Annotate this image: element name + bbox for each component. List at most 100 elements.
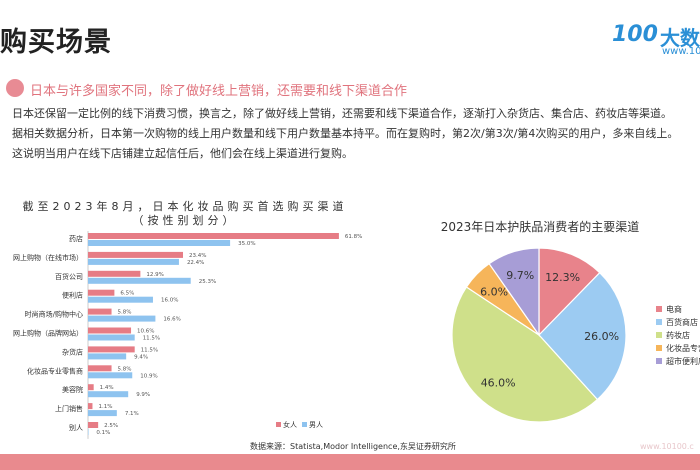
- data-label: 16.0%: [161, 298, 178, 304]
- slice-label: 9.7%: [506, 269, 534, 282]
- data-label: 23.4%: [189, 253, 206, 259]
- data-label: 9.9%: [136, 392, 150, 398]
- lightbulb-icon: [6, 79, 24, 97]
- bar-female: [88, 365, 112, 372]
- bar-female: [88, 289, 115, 296]
- bar-male: [88, 315, 156, 322]
- category-label: 美容院: [62, 385, 83, 394]
- pie-slice: [538, 247, 601, 337]
- legend-label: 超市便利店: [666, 357, 700, 366]
- pie-chart: 12.3% 26.0% 46.0% 6.0% 9.7%: [451, 247, 627, 423]
- data-label: 9.4%: [134, 354, 148, 360]
- bar-male: [88, 372, 133, 379]
- data-source: 数据来源：Statista,Modor Intelligence,东吴证券研究所: [250, 442, 456, 451]
- logo-url: www.10: [662, 46, 700, 57]
- bar-male: [88, 353, 127, 360]
- pie-slice: [488, 247, 540, 337]
- data-label: 22.4%: [187, 260, 204, 266]
- legend-label: 电商: [666, 305, 682, 314]
- bar-female: [88, 308, 112, 315]
- data-label: 2.5%: [104, 423, 118, 429]
- data-label: 10.6%: [137, 329, 154, 335]
- paragraph: 日本还保留一定比例的线下消费习惯，换言之，除了做好线上营销，还需要和线下渠道合作…: [12, 107, 672, 120]
- legend-item: 电商: [656, 304, 682, 315]
- logo: 100 大数 www.10: [612, 20, 700, 60]
- pie-slice: [538, 271, 627, 401]
- legend-swatch: [656, 319, 662, 325]
- data-label: 1.1%: [98, 404, 112, 410]
- bar-female: [88, 346, 135, 353]
- bar-female: [88, 233, 339, 239]
- slice-label: 12.3%: [545, 271, 580, 284]
- data-label: 7.1%: [125, 411, 139, 417]
- slice-label: 6.0%: [480, 285, 508, 298]
- legend-item: 化妆品专营店: [656, 343, 700, 354]
- bar-female: [88, 403, 93, 410]
- category-label: 杂货店: [62, 347, 83, 356]
- bar-female: [88, 327, 132, 334]
- category-label: 网上购物（在线市场）: [13, 253, 83, 262]
- category-label: 上门销售: [55, 404, 83, 413]
- slice-label: 26.0%: [584, 330, 619, 343]
- data-label: 11.5%: [141, 347, 158, 353]
- legend-item: 超市便利店: [656, 356, 700, 367]
- category-label: 化妆品专业零售商: [27, 366, 83, 375]
- logo-text: 大数: [660, 26, 700, 50]
- subheading: 日本与许多国家不同，除了做好线上营销，还需要和线下渠道合作: [30, 84, 408, 99]
- legend-label: 百货商店: [666, 318, 698, 327]
- legend-swatch: [656, 306, 662, 312]
- footer-bar: [0, 454, 700, 470]
- category-label: 百货公司: [55, 272, 83, 281]
- slice-label: 46.0%: [481, 377, 516, 390]
- legend-label: 男人: [309, 421, 323, 429]
- legend-swatch: [656, 332, 662, 338]
- watermark: www.10100.c: [640, 442, 694, 451]
- data-label: 5.8%: [118, 366, 132, 372]
- bar-chart-title: 截至2023年8月，日本化妆品购买首选购买渠道 （按性别划分）: [0, 200, 370, 228]
- bar-male: [88, 410, 117, 417]
- bar-subtitle: （按性别划分）: [132, 214, 238, 227]
- data-label: 11.5%: [143, 336, 160, 342]
- legend-label: 化妆品专营店: [666, 344, 700, 353]
- bar-male: [88, 240, 231, 246]
- bar-female: [88, 422, 99, 428]
- bar-male: [88, 277, 191, 284]
- bar-male: [88, 334, 135, 341]
- bar-female: [88, 251, 184, 258]
- data-label: 12.9%: [146, 272, 163, 278]
- bar-male: [88, 258, 179, 265]
- data-label: 16.6%: [163, 317, 180, 323]
- data-label: 6.5%: [120, 291, 134, 297]
- page-title: 购买场景: [0, 27, 112, 58]
- legend-item: 百货商店: [656, 317, 698, 328]
- legend-swatch: [656, 345, 662, 351]
- legend-swatch: [656, 358, 662, 364]
- data-label: 35.0%: [238, 241, 255, 247]
- legend-swatch: [276, 422, 281, 427]
- category-label: 网上购物（品牌网站）: [13, 329, 83, 338]
- data-label: 61.8%: [345, 234, 362, 240]
- bar-title: 截至2023年8月，日本化妆品购买首选购买渠道: [22, 200, 348, 213]
- data-label: 0.1%: [96, 430, 110, 436]
- data-label: 25.3%: [199, 279, 216, 285]
- bar-male: [88, 429, 89, 435]
- bar-male: [88, 296, 153, 303]
- category-label: 时尚商场/购物中心: [25, 310, 83, 319]
- paragraph: 据相关数据分析，日本第一次购物的线上用户数量和线下用户数量基本持平。而在复购时，…: [12, 127, 679, 140]
- bar-female: [88, 270, 141, 277]
- paragraph: 这说明当用户在线下店铺建立起信任后，他们会在线上渠道进行复购。: [12, 147, 353, 160]
- bar-chart: 药店 61.8% 35.0% 网上购物（在线市场） 23.4%22.4% 百货公司 12.9…: [13, 231, 362, 439]
- pie-slice: [451, 286, 599, 423]
- bar-male: [88, 391, 129, 398]
- category-label: 便利店: [62, 291, 83, 300]
- category-label: 别人: [69, 423, 83, 432]
- pie-chart-title: 2023年日本护肤品消费者的主要渠道: [440, 220, 640, 234]
- data-label: 5.8%: [118, 310, 132, 316]
- logo-number: 100: [612, 22, 658, 47]
- bar-female: [88, 384, 94, 391]
- legend-swatch: [302, 422, 307, 427]
- legend-label: 药妆店: [666, 331, 690, 340]
- legend-item: 药妆店: [656, 330, 690, 341]
- legend-label: 女人: [283, 420, 297, 429]
- data-label: 1.4%: [100, 385, 114, 391]
